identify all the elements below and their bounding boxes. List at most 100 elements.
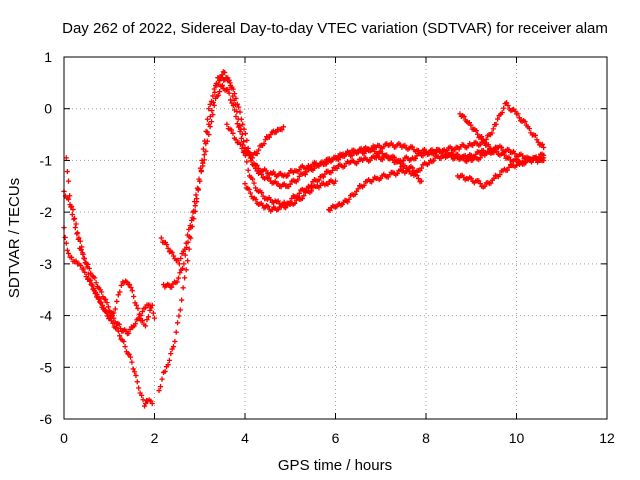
data-point [95, 296, 101, 302]
chart-title: Day 262 of 2022, Sidereal Day-to-day VTE… [62, 20, 608, 37]
data-point [273, 129, 279, 135]
data-point [233, 113, 239, 120]
data-point [127, 281, 133, 288]
data-point [194, 196, 200, 202]
data-point [238, 116, 244, 122]
x-tick-label: 8 [422, 430, 430, 446]
data-point [346, 196, 352, 202]
data-point [157, 383, 164, 390]
data-point [159, 376, 165, 382]
data-point [237, 128, 243, 135]
data-point [71, 215, 78, 222]
data-point [308, 188, 314, 194]
data-point [105, 304, 111, 310]
data-point [101, 305, 107, 311]
data-point [327, 207, 333, 214]
data-point [254, 162, 260, 169]
data-point [499, 109, 505, 116]
data-point [530, 157, 536, 163]
data-point [192, 203, 198, 209]
x-tick-label: 4 [241, 430, 249, 446]
data-point [247, 190, 254, 196]
data-point [197, 178, 203, 184]
data-point [236, 104, 242, 110]
data-point [211, 86, 217, 92]
data-point [249, 155, 255, 161]
data-point [491, 175, 497, 182]
data-point [251, 180, 257, 186]
data-point [92, 275, 98, 281]
data-point [461, 113, 467, 120]
data-point [195, 186, 201, 192]
data-point [292, 200, 298, 206]
series-track-8 [242, 177, 339, 214]
data-point [109, 310, 116, 316]
data-point [141, 403, 148, 409]
data-point [165, 245, 171, 251]
y-tick-label: -1 [40, 152, 53, 168]
data-point [262, 137, 268, 143]
data-point [242, 130, 249, 137]
data-point [62, 234, 68, 241]
data-point [191, 199, 198, 205]
data-point [228, 127, 235, 133]
data-point [204, 138, 210, 144]
data-point [406, 168, 413, 174]
data-point [68, 204, 74, 210]
data-point [206, 131, 212, 138]
data-point [215, 81, 221, 87]
data-point [168, 351, 174, 357]
data-point [238, 135, 244, 141]
data-point [185, 239, 191, 245]
data-point [180, 285, 186, 291]
data-point [409, 144, 416, 150]
data-point [75, 236, 81, 242]
data-point [111, 315, 117, 321]
data-point [139, 317, 146, 324]
data-point [237, 141, 244, 147]
data-point [104, 300, 110, 306]
data-point [190, 209, 196, 215]
data-point [179, 265, 186, 272]
data-point [414, 172, 420, 178]
data-point [206, 106, 212, 112]
data-point [131, 369, 138, 375]
data-point [285, 173, 291, 179]
data-point [482, 183, 488, 189]
data-point [219, 82, 225, 89]
data-point [493, 121, 499, 127]
data-point [304, 169, 310, 175]
data-point [253, 196, 259, 203]
data-point [263, 168, 269, 174]
data-point [242, 181, 248, 187]
data-point [352, 191, 358, 197]
data-point [334, 165, 340, 172]
data-point [311, 165, 317, 171]
data-point [394, 170, 400, 177]
y-tick-label: -2 [40, 204, 53, 220]
data-point [430, 158, 437, 164]
data-point [280, 124, 287, 130]
data-point [234, 121, 240, 127]
x-tick-label: 2 [151, 430, 159, 446]
data-point [185, 258, 191, 264]
data-point [234, 101, 240, 107]
data-point [207, 124, 213, 130]
x-axis-label: GPS time / hours [278, 457, 392, 474]
data-point [215, 92, 221, 98]
data-point [68, 254, 75, 260]
data-point [127, 354, 134, 360]
x-tick-label: 6 [332, 430, 340, 446]
data-point [516, 115, 522, 121]
data-point [129, 288, 135, 294]
data-point [182, 275, 188, 281]
data-point [504, 100, 510, 106]
data-point [251, 160, 257, 167]
data-point [230, 102, 236, 109]
data-point [98, 289, 105, 295]
series-track-9 [326, 167, 425, 214]
data-point [361, 182, 367, 188]
data-point [370, 146, 376, 152]
data-point [142, 323, 149, 329]
